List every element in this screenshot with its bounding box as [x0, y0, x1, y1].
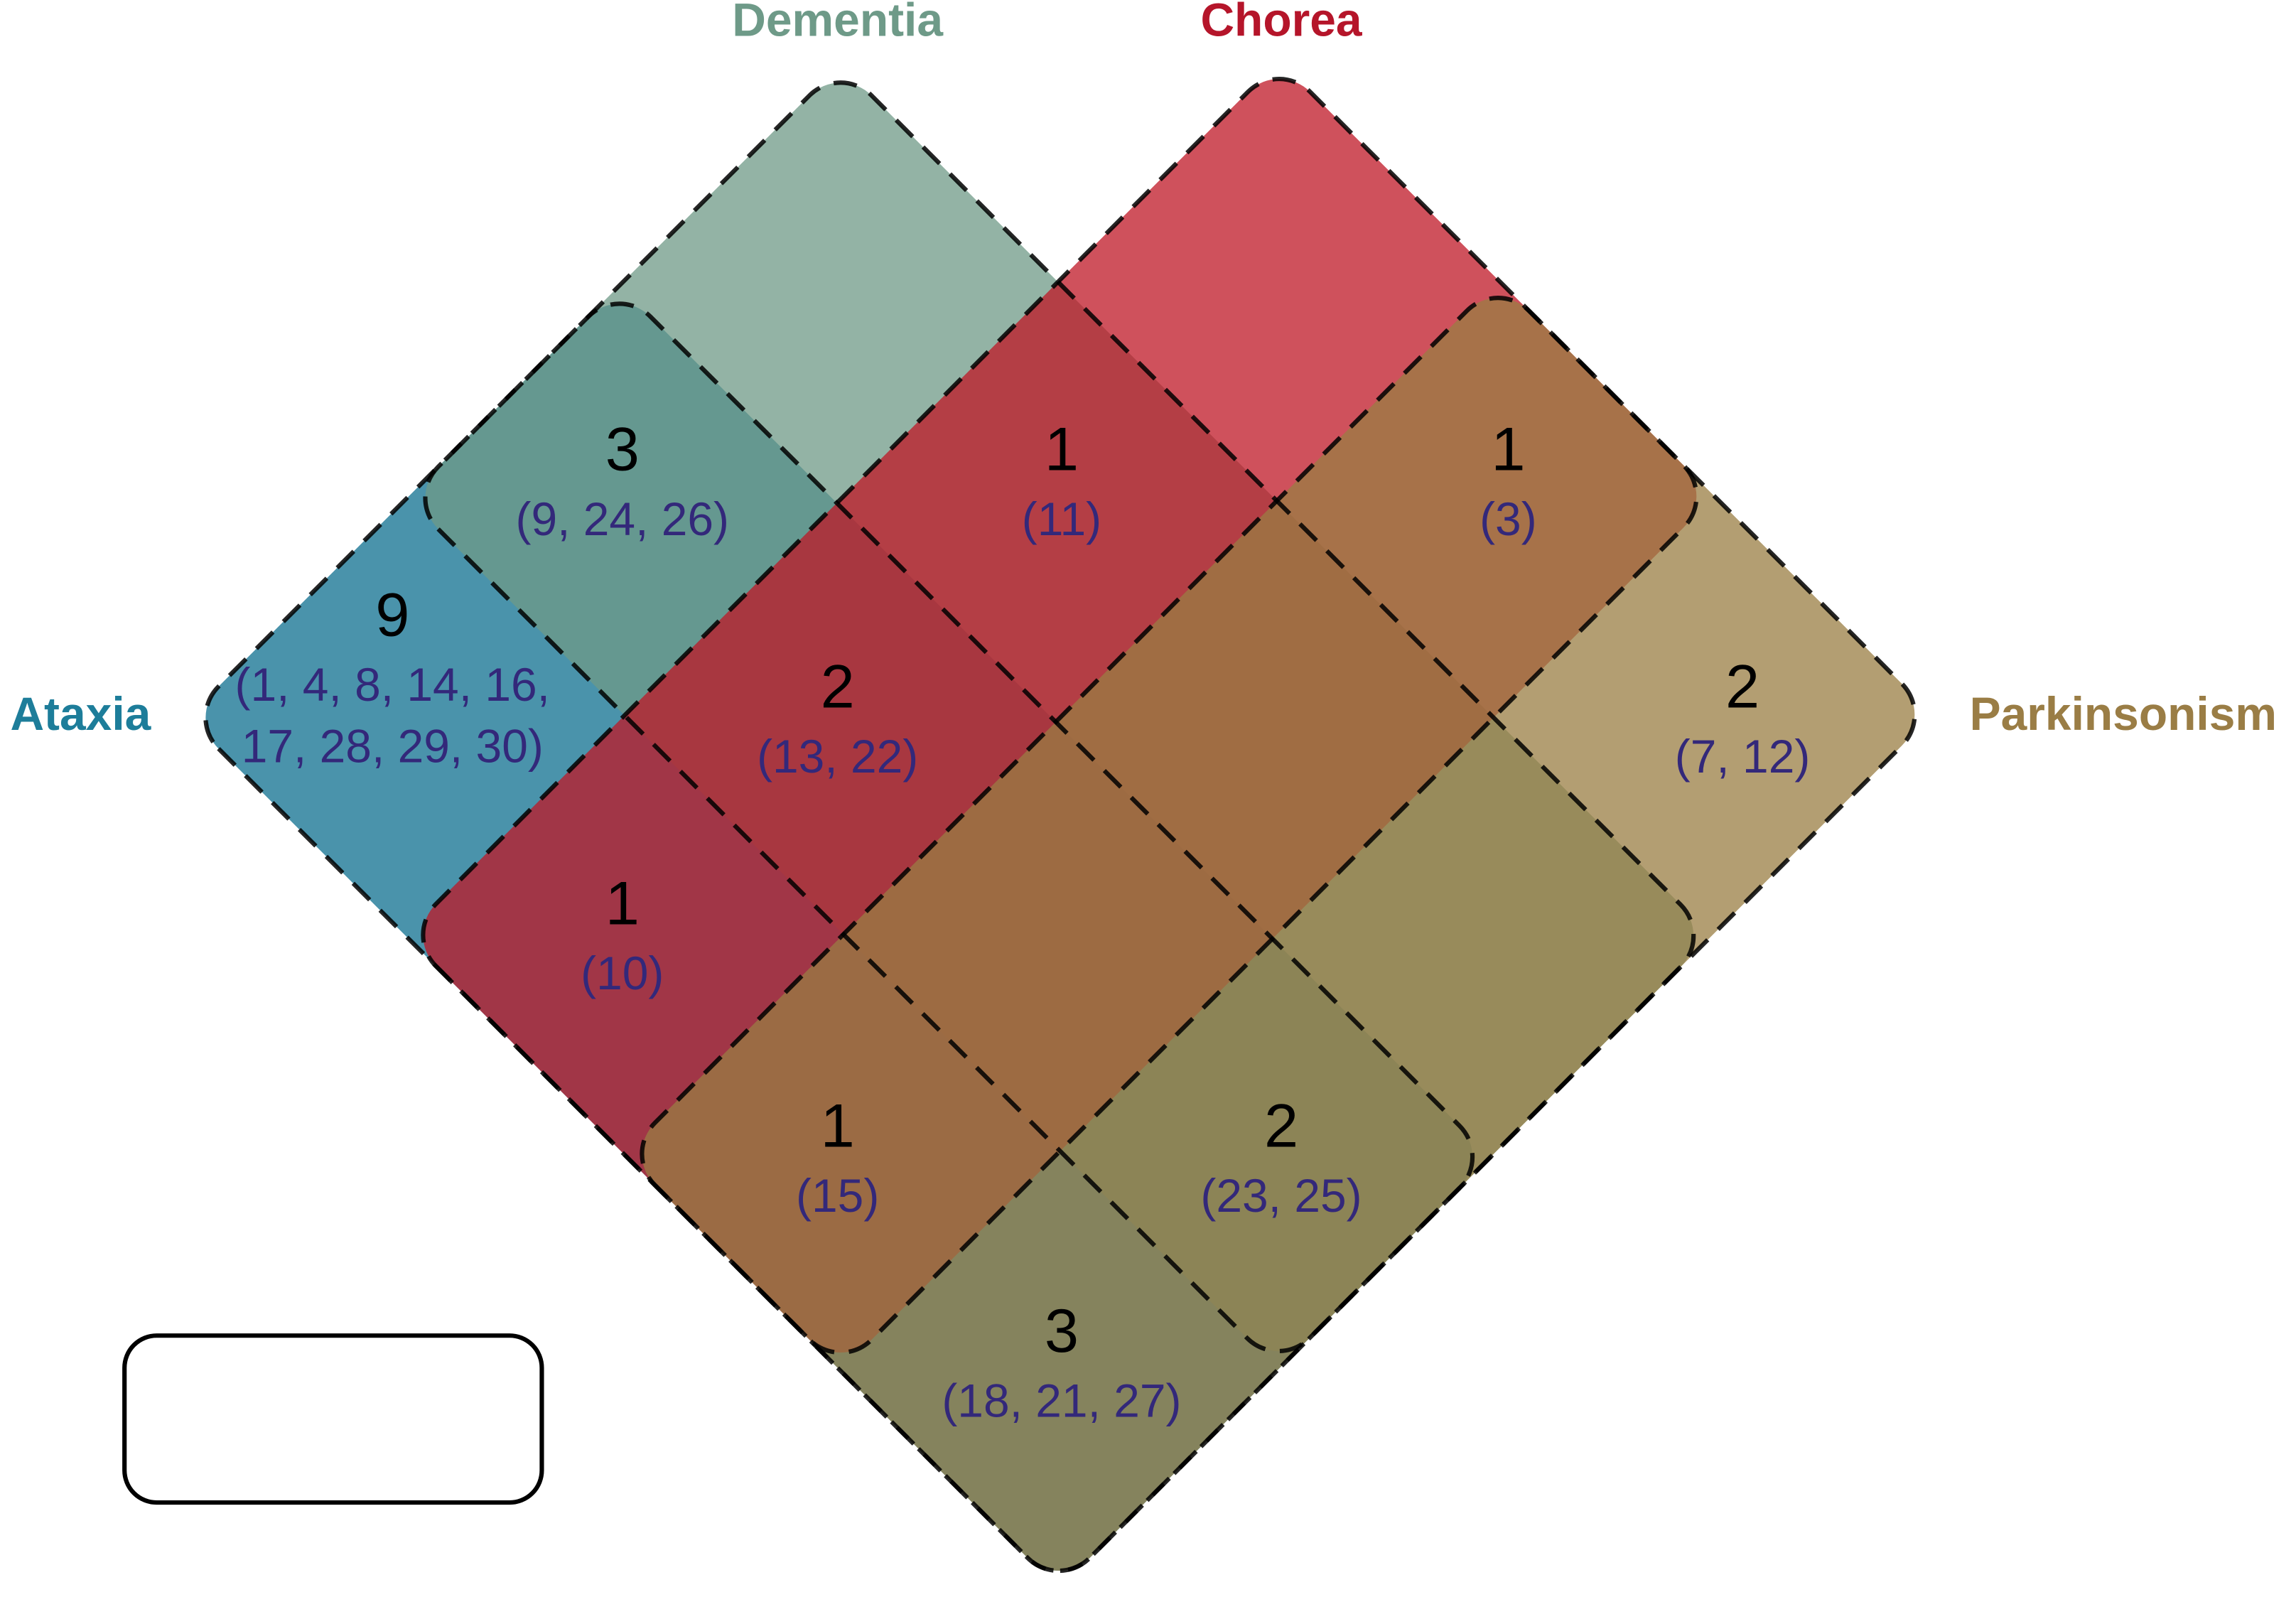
set-label: Chorea [1200, 0, 1362, 45]
set-outline [421, 77, 1699, 1355]
region-count: 3 [605, 416, 640, 484]
set-shapes [203, 77, 1917, 1574]
region-count: 2 [1725, 652, 1759, 721]
region-ids: (11) [1022, 493, 1101, 545]
set-label: Dementia [732, 0, 944, 45]
set-label: Parkinsonism [1970, 687, 2277, 740]
region-count: 1 [1491, 416, 1525, 484]
region-count: 3 [1045, 1297, 1079, 1365]
outside-box [122, 1333, 544, 1505]
set-outline [640, 296, 1917, 1574]
region-count: 1 [1045, 416, 1079, 484]
region-ids: (18, 21, 27) [942, 1374, 1181, 1426]
region-ids: (23, 25) [1200, 1169, 1362, 1222]
region-ids: (3) [1480, 493, 1537, 545]
region-ids: (1, 4, 8, 14, 16, [235, 658, 550, 711]
set-label: Ataxia [10, 687, 151, 740]
region-count: 1 [605, 869, 640, 937]
region-ids: (9, 24, 26) [516, 493, 729, 545]
region-ids: 17, 28, 29, 30) [242, 719, 544, 772]
region-ids: (15) [796, 1169, 879, 1222]
region-ids: (10) [581, 947, 664, 999]
region-count: 2 [1264, 1092, 1298, 1161]
region-ids: (7, 12) [1675, 730, 1811, 783]
region-count: 1 [821, 1092, 855, 1161]
region-count: 9 [375, 581, 409, 649]
region-count: 2 [821, 652, 855, 721]
region-ids: (13, 22) [757, 730, 918, 783]
